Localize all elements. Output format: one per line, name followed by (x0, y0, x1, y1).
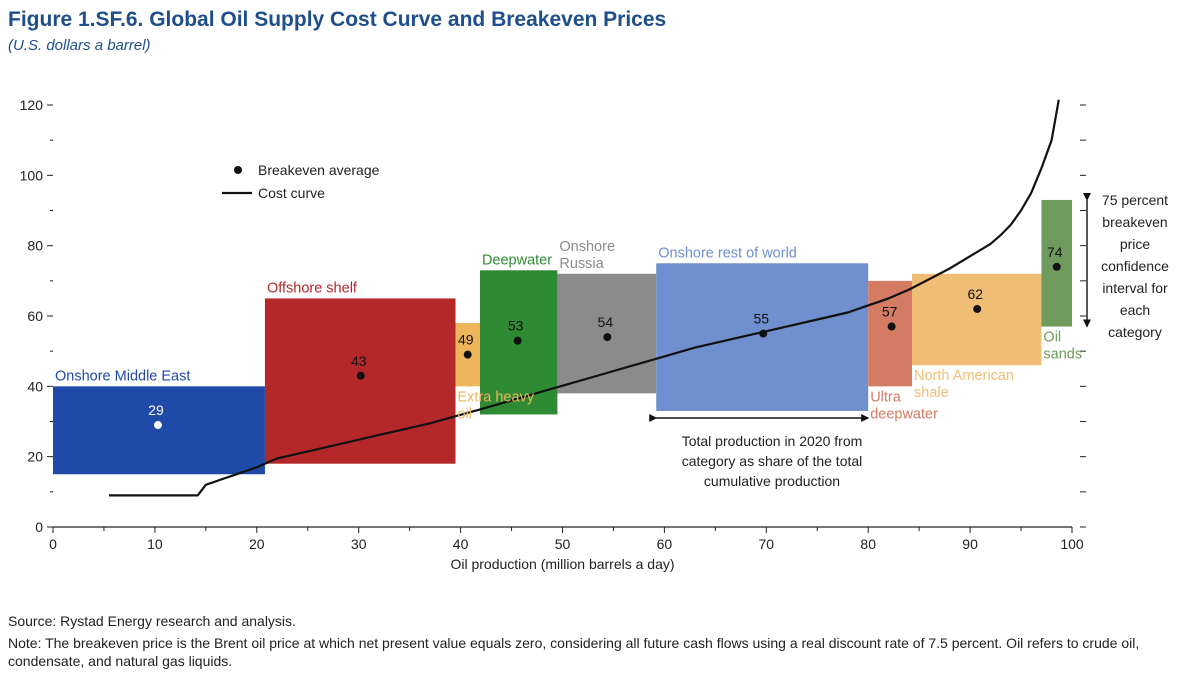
total-production-text-line-3: cumulative production (704, 473, 840, 489)
breakeven-point-oil-sands (1052, 262, 1061, 271)
block-onshore-middle-east (53, 386, 265, 475)
breakeven-points: 29 43 49 53 54 55 57 62 74 (148, 244, 1063, 430)
axes: 0 10 20 30 40 50 60 70 80 90 100 0 20 40 60 80 100 120 Oil… (20, 97, 1086, 572)
y-tick-label-20: 20 (27, 449, 43, 465)
breakeven-value-extra-heavy-oil: 49 (458, 332, 474, 348)
label-ultra-deepwater-line-1: Ultra (870, 389, 902, 405)
label-north-american-shale-line-2: shale (914, 385, 949, 401)
confidence-interval-text-line-4: confidence (1101, 258, 1169, 274)
confidence-interval-text-line-1: 75 percent (1102, 192, 1168, 208)
breakeven-value-onshore-middle-east: 29 (148, 402, 164, 418)
label-oil-sands-line-1: Oil (1043, 330, 1061, 346)
y-tick-label-0: 0 (35, 519, 43, 535)
label-extra-heavy-oil-line-1: Extra heavy (458, 389, 535, 405)
cost-curve-line (109, 99, 1060, 497)
annotations: 75 percent breakeven price confidence interv… (649, 192, 1169, 489)
confidence-interval-text-line-3: price (1120, 236, 1151, 252)
x-tick-label-20: 20 (249, 536, 265, 552)
breakeven-value-onshore-russia: 54 (598, 314, 614, 330)
cost-curve-layer (109, 99, 1060, 497)
supply-cost-chart: 0 10 20 30 40 50 60 70 80 90 100 0 20 40 60 80 100 120 Oil… (20, 97, 1169, 572)
breakeven-point-offshore-shelf (356, 371, 365, 380)
breakeven-point-onshore-middle-east (153, 421, 162, 430)
label-offshore-shelf: Offshore shelf (267, 280, 358, 296)
breakeven-value-oil-sands: 74 (1047, 244, 1063, 260)
x-tick-label-40: 40 (453, 536, 469, 552)
breakeven-point-ultra-deepwater (887, 322, 896, 331)
x-tick-label-10: 10 (147, 536, 163, 552)
confidence-interval-text-line-2: breakeven (1102, 214, 1167, 230)
total-production-text-line-1: Total production in 2020 from (682, 433, 863, 449)
breakeven-value-ultra-deepwater: 57 (882, 304, 898, 320)
block-offshore-shelf (264, 298, 456, 464)
breakeven-value-north-american-shale: 62 (967, 286, 983, 302)
x-tick-label-100: 100 (1060, 536, 1084, 552)
label-deepwater: Deepwater (482, 252, 552, 268)
x-tick-label-50: 50 (555, 536, 571, 552)
breakeven-point-onshore-russia (603, 333, 612, 342)
category-labels: Onshore Middle East Offshore shelf Extra h… (55, 239, 1082, 423)
confidence-interval-text-line-6: each (1120, 302, 1150, 318)
total-production-text-line-2: category as share of the total (682, 453, 863, 469)
x-tick-label-60: 60 (657, 536, 673, 552)
block-north-american-shale (912, 273, 1042, 366)
x-tick-label-90: 90 (962, 536, 978, 552)
x-tick-label-80: 80 (860, 536, 876, 552)
figure-title: Figure 1.SF.6. Global Oil Supply Cost Cu… (8, 8, 667, 31)
label-oil-sands-line-2: sands (1043, 347, 1082, 363)
label-onshore-russia-line-2: Russia (559, 256, 604, 272)
legend-dot-marker (234, 166, 242, 174)
breakeven-point-deepwater (513, 336, 522, 345)
y-tick-label-120: 120 (20, 97, 44, 113)
breakeven-value-offshore-shelf: 43 (351, 353, 367, 369)
y-tick-label-40: 40 (27, 378, 43, 394)
confidence-interval-text-line-5: interval for (1102, 280, 1168, 296)
legend-cost-curve: Cost curve (258, 185, 325, 201)
legend: Breakeven average Cost curve (222, 162, 380, 201)
source-note: Source: Rystad Energy research and analy… (8, 613, 296, 629)
breakeven-point-extra-heavy-oil (463, 350, 472, 359)
breakeven-value-onshore-rest-of-world: 55 (753, 311, 769, 327)
label-onshore-middle-east: Onshore Middle East (55, 368, 190, 384)
y-tick-label-80: 80 (27, 238, 43, 254)
y-tick-label-100: 100 (20, 167, 44, 183)
label-onshore-russia-line-1: Onshore (559, 239, 615, 255)
x-tick-label-70: 70 (759, 536, 775, 552)
confidence-interval-text-line-7: category (1108, 324, 1162, 340)
y-tick-label-60: 60 (27, 308, 43, 324)
footnote: Note: The breakeven price is the Brent o… (8, 635, 1140, 669)
label-onshore-rest-of-world: Onshore rest of world (658, 245, 797, 261)
label-extra-heavy-oil-line-2: oil (458, 406, 473, 422)
breakeven-point-onshore-rest-of-world (759, 329, 768, 338)
label-north-american-shale-line-1: North American (914, 368, 1014, 384)
x-tick-label-30: 30 (351, 536, 367, 552)
label-ultra-deepwater-line-2: deepwater (870, 406, 938, 422)
legend-breakeven-average: Breakeven average (258, 162, 380, 178)
breakeven-value-deepwater: 53 (508, 318, 524, 334)
x-tick-label-0: 0 (49, 536, 57, 552)
figure-subtitle: (U.S. dollars a barrel) (8, 37, 151, 54)
breakeven-point-north-american-shale (973, 304, 982, 313)
x-axis-title: Oil production (million barrels a day) (450, 556, 674, 572)
